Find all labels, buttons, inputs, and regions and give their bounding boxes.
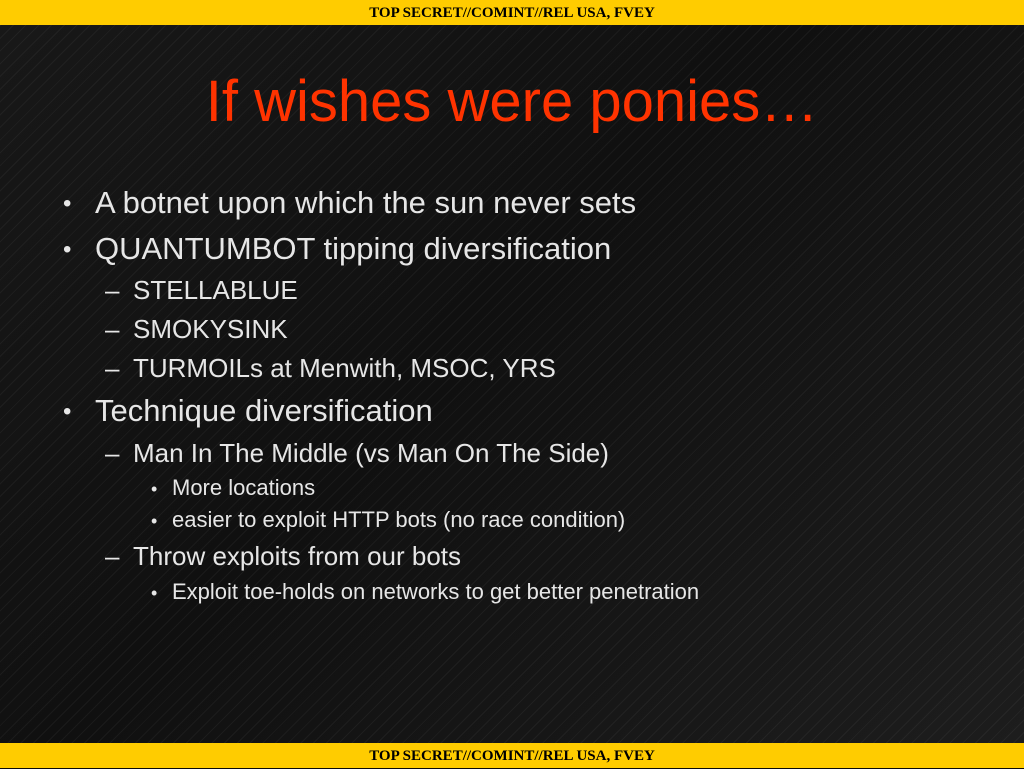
bullet-text: SMOKYSINK bbox=[133, 314, 288, 344]
bullet-text: More locations bbox=[172, 475, 316, 500]
bullet-text: Exploit toe-holds on networks to get bet… bbox=[172, 579, 700, 604]
bullet-text: TURMOILs at Menwith, MSOC, YRS bbox=[133, 353, 556, 383]
bullet-text: Technique diversification bbox=[95, 393, 433, 428]
dash-marker: – bbox=[105, 353, 120, 383]
dash-marker: – bbox=[105, 275, 120, 305]
classification-banner-bottom: TOP SECRET//COMINT//REL USA, FVEY bbox=[0, 743, 1024, 768]
bullet-marker: • bbox=[151, 479, 158, 499]
bullet-text: Throw exploits from our bots bbox=[133, 541, 462, 571]
bullet-text: Man In The Middle (vs Man On The Side) bbox=[133, 438, 609, 468]
bullet-item: • Technique diversification bbox=[63, 393, 433, 429]
dash-marker: – bbox=[105, 314, 120, 344]
sub-bullet-item: – SMOKYSINK bbox=[105, 314, 288, 344]
classification-banner-top: TOP SECRET//COMINT//REL USA, FVEY bbox=[0, 0, 1024, 25]
slide-title: If wishes were ponies… bbox=[205, 69, 819, 134]
sub-sub-bullet-item: • easier to exploit HTTP bots (no race c… bbox=[151, 507, 626, 533]
sub-sub-bullet-item: • Exploit toe-holds on networks to get b… bbox=[151, 579, 700, 605]
bullet-item: • A botnet upon which the sun never sets bbox=[63, 185, 637, 221]
dash-marker: – bbox=[105, 438, 120, 468]
bullet-marker: • bbox=[63, 398, 72, 425]
slide: If wishes were ponies… • A botnet upon w… bbox=[0, 25, 1024, 743]
sub-bullet-item: – Man In The Middle (vs Man On The Side) bbox=[105, 438, 609, 468]
sub-bullet-item: – TURMOILs at Menwith, MSOC, YRS bbox=[105, 353, 556, 383]
bullet-marker: • bbox=[63, 190, 72, 217]
bullet-text: QUANTUMBOT tipping diversification bbox=[95, 231, 612, 266]
bullet-text: easier to exploit HTTP bots (no race con… bbox=[172, 507, 626, 532]
bullet-text: A botnet upon which the sun never sets bbox=[95, 185, 637, 220]
bullet-text: STELLABLUE bbox=[133, 275, 298, 305]
bullet-marker: • bbox=[151, 583, 158, 603]
bullet-item: • QUANTUMBOT tipping diversification bbox=[63, 231, 612, 267]
sub-bullet-item: – Throw exploits from our bots bbox=[105, 541, 462, 571]
sub-bullet-item: – STELLABLUE bbox=[105, 275, 298, 305]
sub-sub-bullet-item: • More locations bbox=[151, 475, 316, 501]
bullet-marker: • bbox=[151, 511, 158, 531]
dash-marker: – bbox=[105, 541, 120, 571]
bullet-marker: • bbox=[63, 236, 72, 263]
